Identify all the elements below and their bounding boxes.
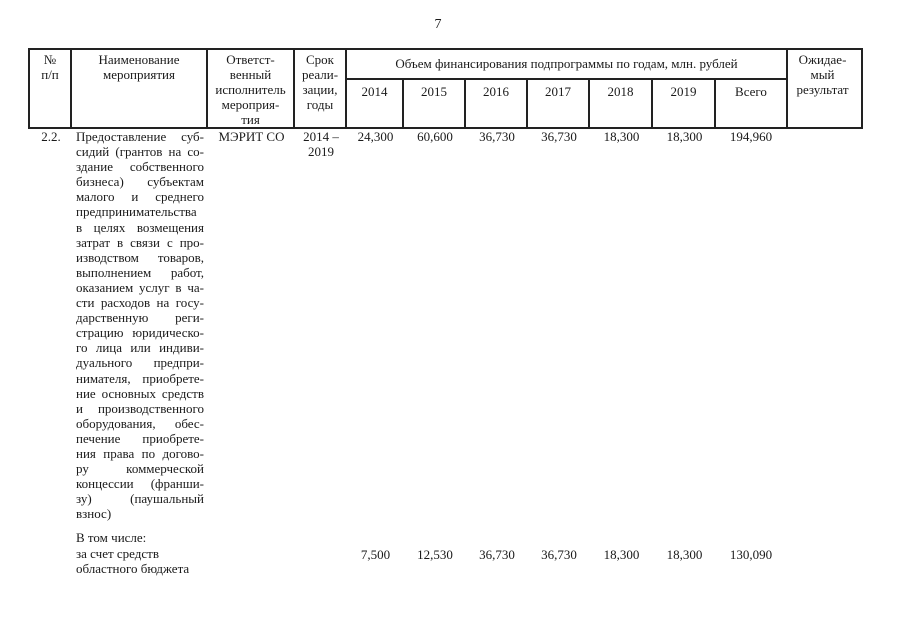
header-cell-term: Срок реали- зации, годы (295, 50, 347, 127)
header-cell-total: Всего (735, 84, 767, 99)
subrow-value-2018: 18,300 (603, 547, 640, 562)
subrow-label: за счет средств областного бюджета (76, 545, 190, 576)
row-executor-cell: МЭРИТ СО (218, 129, 285, 144)
header-cell-year-2017: 2017 (528, 80, 590, 127)
header-cell-result: Ожидае- мый результат (786, 50, 857, 127)
header-cell-year-2015: 2015 (404, 80, 466, 127)
subrow-value-2015: 12,530 (417, 547, 453, 562)
subrow-values: 7,500 12,530 36,730 36,730 18,300 18,300… (30, 547, 861, 562)
subrow-value-2014: 7,500 (360, 547, 391, 562)
value-cell-total: 194,960 (729, 129, 773, 144)
subrow-value-total: 130,090 (729, 547, 773, 562)
table-row: 2.2. Предоставление суб- сидий (грантов … (30, 129, 861, 576)
value-cell-2018: 18,300 (603, 129, 640, 144)
subrow-value-2019: 18,300 (666, 547, 703, 562)
including-label: В том числе: (76, 530, 147, 546)
header-cell-year-2014: 2014 (347, 80, 404, 127)
header-cell-name: Наименование мероприятия (72, 50, 208, 127)
value-cell-2019: 18,300 (666, 129, 703, 144)
header-cell-num: № п/п (30, 50, 72, 127)
row-term-cell: 2014 – 2019 (303, 129, 339, 160)
header-cell-year-2018: 2018 (590, 80, 653, 127)
row-name-cell: Предоставление суб- сидий (грантов на со… (72, 129, 208, 576)
subrow-value-2016: 36,730 (479, 547, 515, 562)
header-cell-year-2019: 2019 (653, 80, 716, 127)
subrow-value-2017: 36,730 (541, 547, 577, 562)
page-number: 7 (434, 17, 442, 32)
value-cell-2014: 24,300 (357, 129, 394, 144)
header-cell-year-2016: 2016 (466, 80, 528, 127)
value-cell-2016: 36,730 (479, 129, 515, 144)
header-cell-financing: Объем финансирования подпрограммы по год… (347, 50, 786, 80)
value-cell-2015: 60,600 (417, 129, 453, 144)
measure-description: Предоставление суб- сидий (грантов на со… (76, 129, 204, 522)
row-number-cell: 2.2. (41, 129, 61, 144)
table-header: № п/п Наименование мероприятия Ответст- … (28, 48, 863, 129)
value-cell-2017: 36,730 (541, 129, 577, 144)
header-cell-executor: Ответст- венный исполнитель мероприя- ти… (208, 50, 295, 127)
